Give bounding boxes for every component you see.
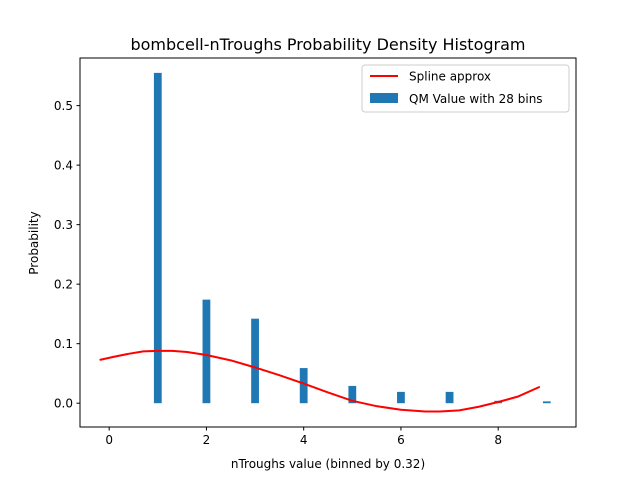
legend: Spline approx QM Value with 28 bins	[361, 64, 570, 113]
histogram-bar	[251, 318, 259, 404]
axes-frame	[79, 57, 577, 428]
x-axis-ticks: 0 2 4 6 8	[105, 427, 502, 447]
histogram-bar	[397, 391, 405, 404]
histogram-bar	[299, 368, 308, 404]
x-tick-label: 0	[105, 433, 113, 447]
chart-title: bombcell-nTroughs Probability Density Hi…	[130, 35, 525, 54]
histogram-bar	[542, 401, 551, 404]
y-axis-label: Probability	[27, 211, 41, 274]
y-tick-label: 0.3	[54, 218, 73, 232]
y-tick-label: 0.1	[54, 337, 73, 351]
x-tick-label: 4	[300, 433, 308, 447]
legend-label-bars: QM Value with 28 bins	[409, 92, 543, 106]
y-tick-label: 0.5	[54, 99, 73, 113]
legend-label-spline: Spline approx	[409, 70, 491, 84]
y-tick-label: 0.2	[54, 278, 73, 292]
histogram-bar	[445, 391, 454, 404]
y-tick-label: 0.0	[54, 397, 73, 411]
x-tick-label: 2	[203, 433, 211, 447]
plot-area	[99, 72, 551, 413]
y-axis-ticks: 0.0 0.1 0.2 0.3 0.4 0.5	[54, 99, 80, 411]
legend-bar-swatch	[370, 93, 398, 103]
histogram-bar	[153, 72, 162, 404]
x-tick-label: 8	[494, 433, 502, 447]
x-tick-label: 6	[397, 433, 405, 447]
x-axis-label: nTroughs value (binned by 0.32)	[231, 457, 425, 471]
histogram-bar	[202, 299, 211, 404]
legend-box	[361, 64, 570, 113]
y-tick-label: 0.4	[54, 159, 73, 173]
histogram-bar	[348, 385, 357, 404]
spline-approx-line	[99, 349, 541, 413]
